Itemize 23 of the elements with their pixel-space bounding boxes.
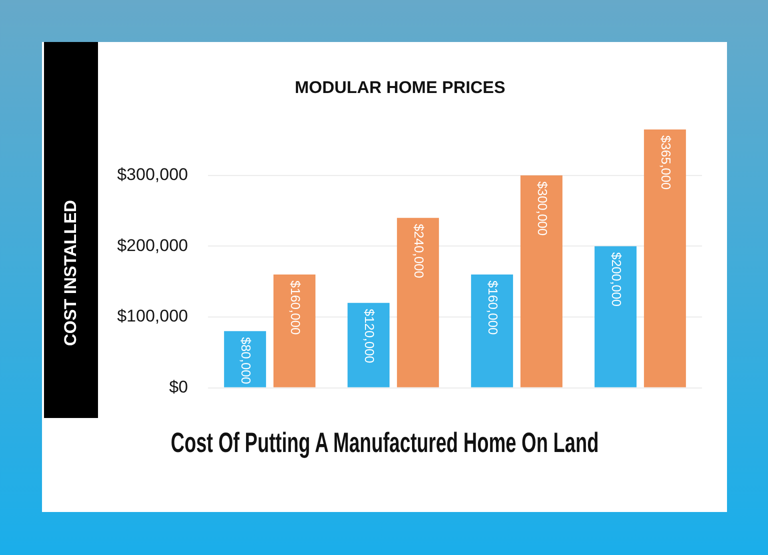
data-label: $160,000 [288, 280, 303, 335]
bar [644, 129, 686, 388]
y-tick-label: $100,000 [117, 306, 188, 326]
bar [396, 218, 439, 388]
data-label: $365,000 [658, 135, 674, 190]
y-tick-label: $300,000 [117, 165, 188, 184]
chart-title: MODULAR HOME PRICES [294, 78, 506, 97]
bar [594, 246, 637, 388]
data-label: $240,000 [411, 224, 426, 278]
y-axis-title: COST INSTALLED [61, 200, 81, 346]
data-label: $200,000 [608, 252, 624, 306]
data-label: $160,000 [485, 280, 500, 335]
y-tick-label: $200,000 [117, 236, 188, 255]
data-label: $80,000 [238, 337, 254, 384]
bar [471, 274, 514, 388]
bar [520, 175, 562, 388]
y-tick-label: $0 [169, 377, 188, 396]
bar [224, 331, 266, 388]
data-label: $120,000 [362, 308, 377, 364]
bar [348, 302, 390, 388]
text: Cost Of Putting A Manufactured Home On Land [170, 427, 599, 459]
bar [273, 274, 316, 388]
data-label: $300,000 [534, 181, 550, 236]
